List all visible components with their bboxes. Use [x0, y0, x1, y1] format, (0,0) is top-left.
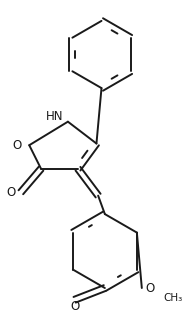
Text: HN: HN	[46, 110, 63, 123]
Text: O: O	[145, 282, 154, 294]
Text: O: O	[6, 186, 15, 199]
Text: CH₃: CH₃	[164, 293, 183, 303]
Text: O: O	[13, 139, 22, 152]
Text: O: O	[70, 300, 79, 313]
